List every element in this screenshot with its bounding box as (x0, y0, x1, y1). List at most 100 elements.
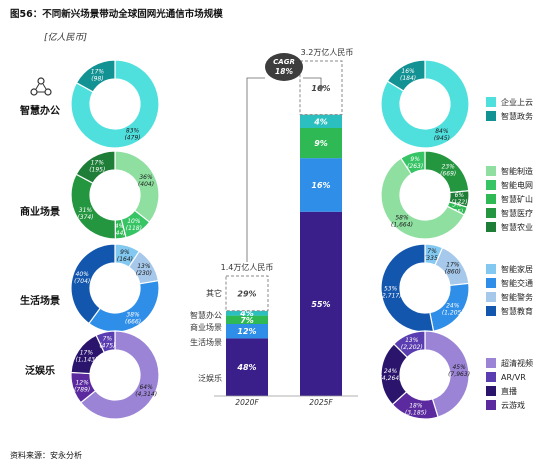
legend-swatch (486, 222, 496, 232)
bar-segment-label: 55% (311, 300, 330, 309)
legend-label: 企业上云 (501, 97, 533, 107)
bar-series-label: 其它 (206, 288, 222, 298)
donut-slice-pct-label: 36% (139, 174, 153, 181)
row-label-entertainment: 泛娱乐 (25, 366, 55, 377)
legend-item: 智慧医疗 (486, 206, 533, 220)
legend-item: 智慧矿山 (486, 192, 533, 206)
donut-slice-pct-label: 9% (410, 156, 420, 163)
bar-segment-label: 16% (311, 181, 330, 190)
donut-slice-value-label: (860) (445, 269, 461, 276)
donut-slice-pct-label: 7% (103, 335, 113, 342)
legend-item: 智能家居 (486, 262, 533, 276)
cagr-arrow-icon (318, 86, 324, 92)
donut-slice-value-label: (789) (74, 387, 90, 394)
bar-segment-label: 7% (240, 316, 254, 325)
donut-slice-value-label: (195) (89, 166, 105, 173)
donut-slice-pct-label: 17% (80, 350, 94, 357)
legend-office: 企业上云 智慧政务 (486, 95, 533, 123)
donut-slice-value-label: (4,314) (135, 391, 157, 398)
donut-slice-pct-label: 10% (127, 218, 141, 225)
legend-item: 企业上云 (486, 95, 533, 109)
legend-item: 智慧教育 (486, 304, 533, 318)
legend-item: 直播 (486, 384, 533, 398)
row-label-life: 生活场景 (20, 296, 60, 307)
donut-slice-value-label: (7,963) (448, 371, 470, 378)
bar-segment (226, 315, 268, 324)
donut-slice-pct-label: 23% (442, 163, 456, 170)
cagr-bubble (265, 53, 303, 81)
donut-slice-value-label: (118) (126, 225, 142, 232)
legend-label: 智能警务 (501, 292, 533, 302)
donut-slice-value-label: (475) (99, 342, 115, 349)
bar-segment-label: 48% (236, 363, 256, 372)
bar-segment (300, 211, 342, 396)
donut-slice-value-label: (666) (125, 318, 141, 325)
legend-label: 智能家居 (501, 264, 533, 274)
legend-swatch (486, 166, 496, 176)
donut-slice-value-label: (4,264) (380, 375, 402, 382)
cagr-line (303, 77, 322, 88)
legend-label: 智慧矿山 (501, 194, 533, 204)
donut-slice-pct-label: 17% (446, 262, 460, 269)
bar-segment (226, 324, 268, 339)
legend-swatch (486, 400, 496, 410)
legend-item: AR/VR (486, 370, 533, 384)
donut-slice-pct-label: 4% (115, 223, 125, 230)
donut-slice-pct-label: 84% (435, 128, 449, 135)
donut-slice-pct-label: 16% (401, 68, 415, 75)
bar-category-label: 2025F (309, 398, 333, 407)
legend-label: 直播 (501, 386, 517, 396)
donut-slice (79, 330, 160, 420)
bar-total-label: 3.2万亿人民币 (301, 47, 354, 57)
legend-swatch (486, 111, 496, 121)
donut-slice-pct-label: 7% (427, 248, 437, 255)
donut-slice-value-label: (230) (136, 270, 152, 277)
cagr-value: 18% (275, 67, 293, 76)
donut-slice-value-label: (263) (407, 163, 423, 170)
bar-series-label: 泛娱乐 (198, 373, 222, 383)
donut-slice-pct-label: 45% (452, 364, 466, 371)
legend-swatch (486, 180, 496, 190)
donut-slice-pct-label: 24% (384, 368, 398, 375)
bar-segment-label: 9% (314, 139, 328, 148)
donut-slice (380, 243, 435, 333)
bar-segment-label: 4% (313, 117, 328, 126)
donut-slice-pct-label: 12% (75, 380, 89, 387)
donut-slice-pct-label: 38% (126, 311, 140, 318)
people-network-icon-svg (30, 77, 52, 96)
legend-swatch (486, 208, 496, 218)
donut-slice-value-label: (404) (138, 181, 154, 188)
donut-slice (386, 59, 426, 92)
legend-label: 智慧教育 (501, 306, 533, 316)
legend-commercial: 智能制造 智能电网 智慧矿山 智慧医疗 智慧农业 (486, 164, 533, 234)
donut-slice-value-label: (2,717) (380, 292, 402, 299)
bar-series-label: 生活场景 (190, 337, 222, 347)
donut-slice-value-label: (479) (124, 135, 140, 142)
cagr-line (246, 77, 265, 262)
donut-slice-pct-label: 31% (79, 207, 93, 214)
donut-slice (95, 330, 116, 354)
figure-title: 图56：不同新兴场景带动全球固网光通信市场规模 (10, 9, 223, 20)
legend-item: 超清视频 (486, 356, 533, 370)
bar-series-label: 智慧办公 (190, 310, 222, 320)
legend-swatch (486, 194, 496, 204)
legend-swatch (486, 278, 496, 288)
donut-slice-pct-label: 24% (446, 303, 460, 310)
donut-slice (75, 59, 116, 93)
donut-slice-pct-label: 17% (91, 68, 105, 75)
legend-label: 智慧政务 (501, 111, 533, 121)
legend-label: 超清视频 (501, 358, 533, 368)
legend-swatch (486, 358, 496, 368)
bar-segment (225, 275, 269, 312)
donut-slice-value-label: (44) (113, 230, 125, 237)
donut-slice (380, 59, 470, 149)
legend-label: 智慧医疗 (501, 208, 533, 218)
donut-slice-pct-label: 13% (405, 337, 419, 344)
legend-label: 智能电网 (501, 180, 533, 190)
donut-slice (88, 279, 160, 333)
donut-slice-value-label: (184) (400, 75, 416, 82)
donut-slice-pct-label: 53% (384, 285, 398, 292)
legend-item: 智能交通 (486, 276, 533, 290)
donut-slice (400, 150, 426, 175)
